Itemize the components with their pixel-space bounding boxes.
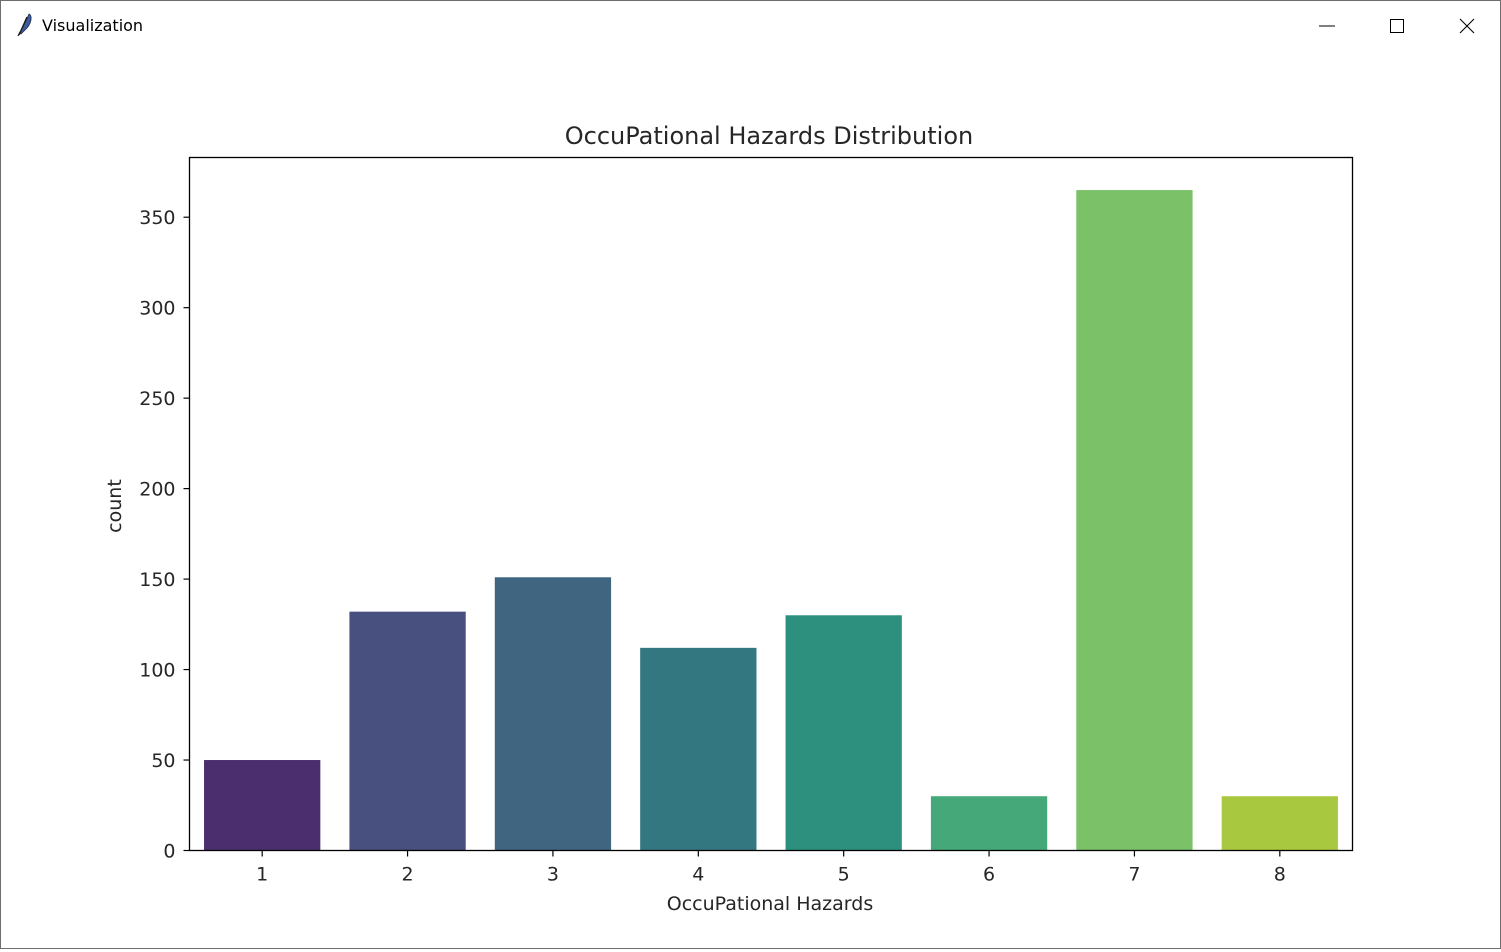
bar-8	[1221, 796, 1338, 851]
minimize-icon	[1319, 25, 1335, 27]
bar-5	[785, 615, 902, 851]
plot-frame	[188, 156, 1354, 852]
bar-3	[494, 577, 612, 851]
bar-6	[930, 796, 1048, 851]
x-tick-label: 5	[838, 864, 850, 886]
x-tick-label: 3	[547, 864, 559, 886]
bar-1	[204, 760, 321, 851]
x-tick-label: 6	[983, 864, 995, 886]
y-axis-ticks: 0 50 100 150 200 250 300 350	[139, 207, 190, 863]
y-tick-label: 150	[139, 569, 175, 591]
title-bar[interactable]: Visualization	[1, 1, 1500, 51]
y-axis-label: count	[104, 479, 126, 533]
maximize-button[interactable]	[1362, 1, 1432, 51]
close-icon	[1459, 18, 1475, 34]
x-tick-label: 4	[692, 864, 704, 886]
y-tick-label: 350	[139, 207, 175, 229]
x-axis-ticks: 1 2 3 4 5 6 7 8	[256, 850, 1286, 886]
y-tick-label: 0	[163, 841, 175, 863]
y-tick-label: 100	[139, 660, 175, 682]
x-tick-label: 1	[256, 864, 268, 886]
y-tick-label: 300	[139, 298, 175, 320]
feather-icon	[17, 13, 32, 37]
x-tick-label: 7	[1128, 864, 1140, 886]
y-tick-label: 250	[139, 388, 175, 410]
bar-7	[1076, 190, 1193, 851]
chart-title: OccuPational Hazards Distribution	[565, 122, 973, 150]
bar-chart: OccuPational Hazards Distribution 0 50 100…	[104, 122, 1354, 915]
maximize-icon	[1390, 19, 1404, 33]
close-button[interactable]	[1432, 1, 1501, 51]
window-title: Visualization	[42, 16, 144, 35]
x-tick-label: 8	[1274, 864, 1286, 886]
y-tick-label: 50	[151, 750, 175, 772]
bar-2	[349, 611, 466, 851]
minimize-button[interactable]	[1292, 1, 1362, 51]
chart-canvas: OccuPational Hazards Distribution 0 50 100…	[1, 51, 1500, 948]
x-axis-label: OccuPational Hazards	[667, 893, 873, 915]
y-tick-label: 200	[139, 479, 175, 501]
x-tick-label: 2	[402, 864, 414, 886]
bar-4	[640, 647, 757, 851]
bars-group	[204, 190, 1338, 851]
